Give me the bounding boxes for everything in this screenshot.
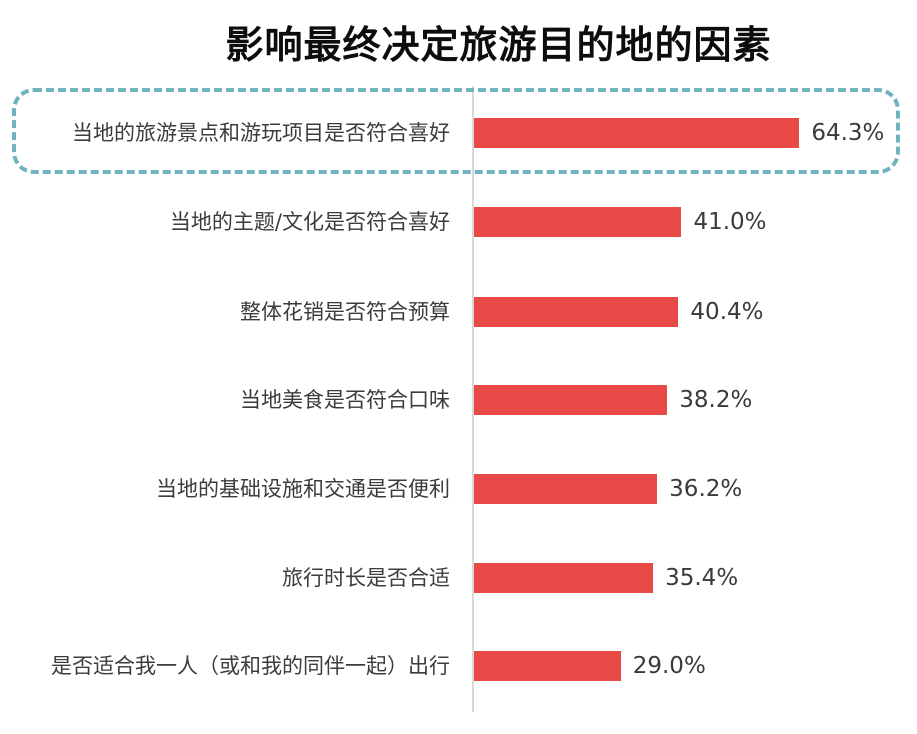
bar: [474, 118, 800, 148]
bar: [474, 651, 621, 681]
category-label: 当地的旅游景点和游玩项目是否符合喜好: [72, 121, 450, 145]
value-label: 36.2%: [669, 476, 743, 502]
y-axis-line: [472, 86, 474, 712]
category-label: 当地的基础设施和交通是否便利: [156, 477, 450, 501]
category-label: 当地美食是否符合口味: [240, 388, 450, 412]
highlight-box: [12, 88, 900, 174]
value-label: 40.4%: [690, 299, 764, 325]
bar: [474, 385, 668, 415]
bar-row: 当地美食是否符合口味 38.2%: [0, 384, 917, 416]
bar-row: 整体花销是否符合预算 40.4%: [0, 296, 917, 328]
bar: [474, 207, 682, 237]
bar-row: 旅行时长是否合适 35.4%: [0, 562, 917, 594]
value-label: 35.4%: [665, 565, 739, 591]
bar-row: 当地的旅游景点和游玩项目是否符合喜好 64.3%: [0, 117, 917, 149]
bar: [474, 563, 654, 593]
bar: [474, 297, 679, 327]
value-label: 41.0%: [693, 209, 767, 235]
value-label: 38.2%: [679, 387, 753, 413]
chart-title: 影响最终决定旅游目的地的因素: [225, 23, 772, 67]
value-label: 64.3%: [811, 120, 885, 146]
category-label: 当地的主题/文化是否符合喜好: [169, 210, 450, 234]
bar-row: 当地的主题/文化是否符合喜好 41.0%: [0, 206, 917, 238]
category-label: 整体花销是否符合预算: [240, 300, 450, 324]
bar-row: 当地的基础设施和交通是否便利 36.2%: [0, 473, 917, 505]
value-label: 29.0%: [632, 653, 706, 679]
category-label: 旅行时长是否合适: [282, 566, 450, 590]
category-label: 是否适合我一人（或和我的同伴一起）出行: [51, 654, 450, 678]
bar-row: 是否适合我一人（或和我的同伴一起）出行 29.0%: [0, 650, 917, 682]
bar: [474, 474, 658, 504]
